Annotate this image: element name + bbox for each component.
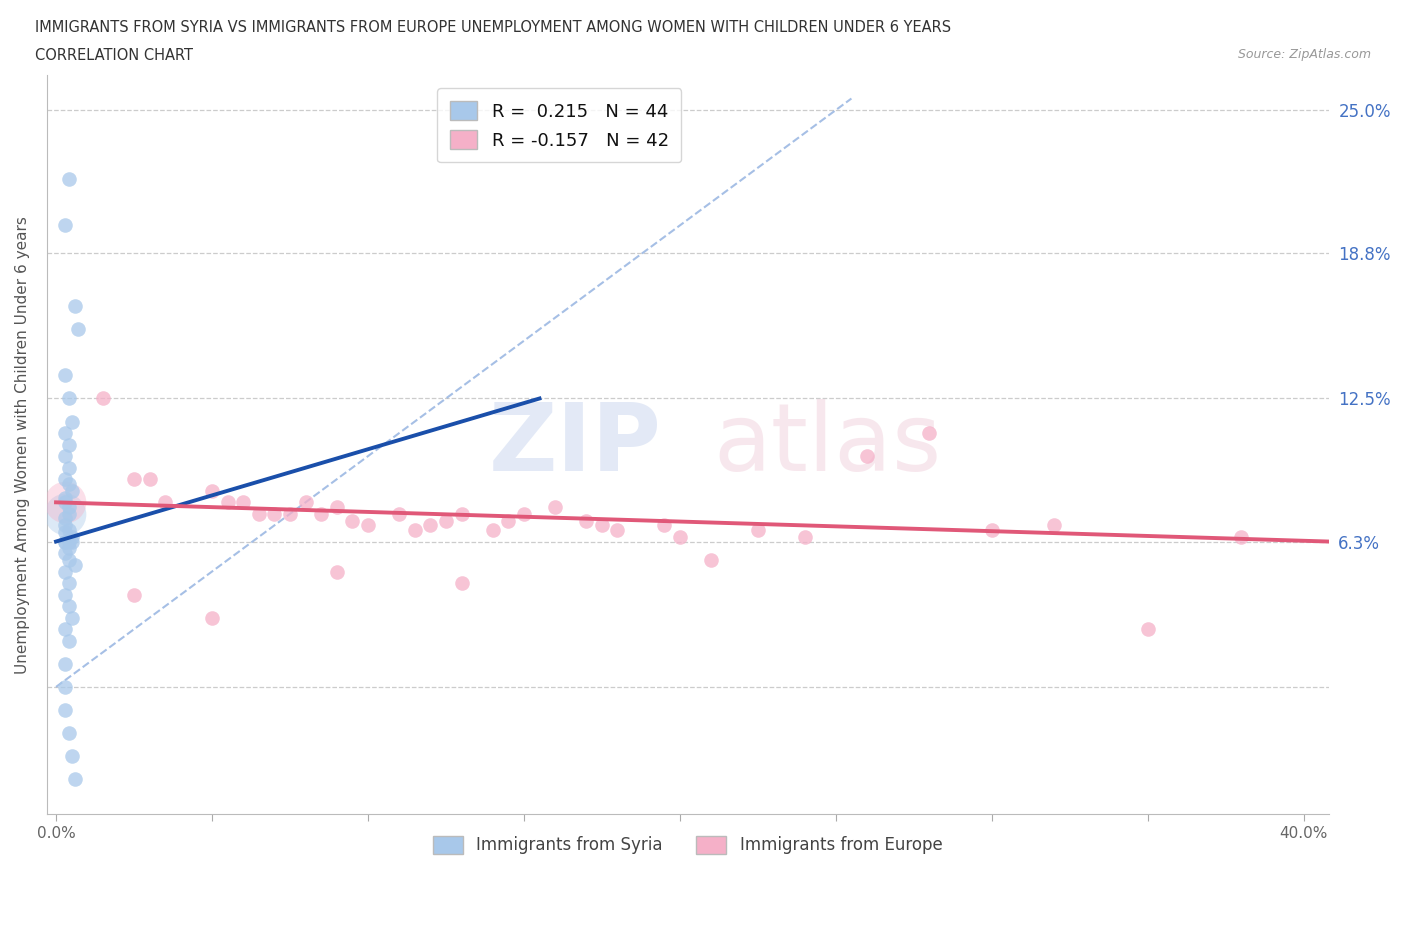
Point: [263, 507, 285, 522]
Point: [793, 529, 815, 544]
Point: [58, 576, 80, 591]
Point: [232, 495, 254, 510]
Point: [55, 426, 77, 441]
Point: [58, 172, 80, 187]
Point: [326, 565, 349, 579]
Point: [60, 529, 83, 544]
Point: [700, 552, 723, 567]
Point: [1230, 529, 1253, 544]
Point: [55, 680, 77, 695]
Point: [55, 525, 77, 539]
Point: [55, 368, 77, 383]
Point: [278, 507, 301, 522]
Point: [309, 507, 332, 522]
Point: [55, 507, 77, 522]
Point: [1136, 622, 1159, 637]
Point: [918, 426, 941, 441]
Point: [122, 472, 145, 486]
Point: [58, 507, 80, 522]
Point: [419, 518, 441, 533]
Point: [217, 495, 239, 510]
Point: [58, 476, 80, 491]
Point: [747, 523, 769, 538]
Point: [55, 546, 77, 561]
Point: [58, 725, 80, 740]
Point: [55, 657, 77, 671]
Point: [498, 513, 520, 528]
Point: [513, 507, 536, 522]
Point: [63, 299, 86, 313]
Point: [481, 523, 503, 538]
Point: [55, 449, 77, 464]
Point: [60, 484, 83, 498]
Point: [55, 534, 77, 549]
Y-axis label: Unemployment Among Women with Children Under 6 years: Unemployment Among Women with Children U…: [15, 216, 30, 673]
Point: [55, 490, 77, 505]
Text: IMMIGRANTS FROM SYRIA VS IMMIGRANTS FROM EUROPE UNEMPLOYMENT AMONG WOMEN WITH CH: IMMIGRANTS FROM SYRIA VS IMMIGRANTS FROM…: [35, 20, 952, 35]
Point: [55, 534, 77, 549]
Text: atlas: atlas: [713, 399, 942, 491]
Point: [357, 518, 380, 533]
Point: [434, 513, 457, 528]
Point: [58, 499, 80, 514]
Point: [294, 495, 316, 510]
Point: [55, 518, 77, 533]
Point: [55, 495, 77, 510]
Point: [606, 523, 628, 538]
Point: [91, 391, 114, 405]
Point: [55, 512, 77, 526]
Point: [652, 518, 675, 533]
Point: [544, 499, 567, 514]
Point: [388, 507, 411, 522]
Point: [55, 495, 77, 510]
Point: [669, 529, 692, 544]
Point: [55, 702, 77, 717]
Point: [980, 523, 1002, 538]
Point: [66, 322, 89, 337]
Point: [247, 507, 270, 522]
Point: [55, 218, 77, 232]
Point: [326, 499, 349, 514]
Text: Source: ZipAtlas.com: Source: ZipAtlas.com: [1237, 48, 1371, 61]
Point: [58, 437, 80, 452]
Text: CORRELATION CHART: CORRELATION CHART: [35, 48, 193, 63]
Point: [575, 513, 598, 528]
Point: [58, 633, 80, 648]
Point: [58, 552, 80, 567]
Point: [63, 772, 86, 787]
Legend: Immigrants from Syria, Immigrants from Europe: Immigrants from Syria, Immigrants from E…: [426, 829, 949, 861]
Point: [856, 449, 879, 464]
Point: [60, 610, 83, 625]
Point: [201, 484, 224, 498]
Point: [60, 749, 83, 764]
Point: [58, 599, 80, 614]
Point: [404, 523, 426, 538]
Point: [63, 557, 86, 572]
Point: [153, 495, 176, 510]
Point: [55, 472, 77, 486]
Point: [58, 523, 80, 538]
Point: [591, 518, 613, 533]
Point: [1043, 518, 1066, 533]
Point: [58, 534, 80, 549]
Point: [60, 414, 83, 429]
Point: [60, 534, 83, 549]
Point: [55, 587, 77, 602]
Point: [58, 391, 80, 405]
Point: [58, 460, 80, 475]
Point: [450, 576, 472, 591]
Point: [58, 541, 80, 556]
Point: [122, 587, 145, 602]
Point: [342, 513, 364, 528]
Point: [138, 472, 160, 486]
Point: [55, 565, 77, 579]
Point: [450, 507, 472, 522]
Point: [201, 610, 224, 625]
Point: [55, 622, 77, 637]
Text: ZIP: ZIP: [489, 399, 662, 491]
